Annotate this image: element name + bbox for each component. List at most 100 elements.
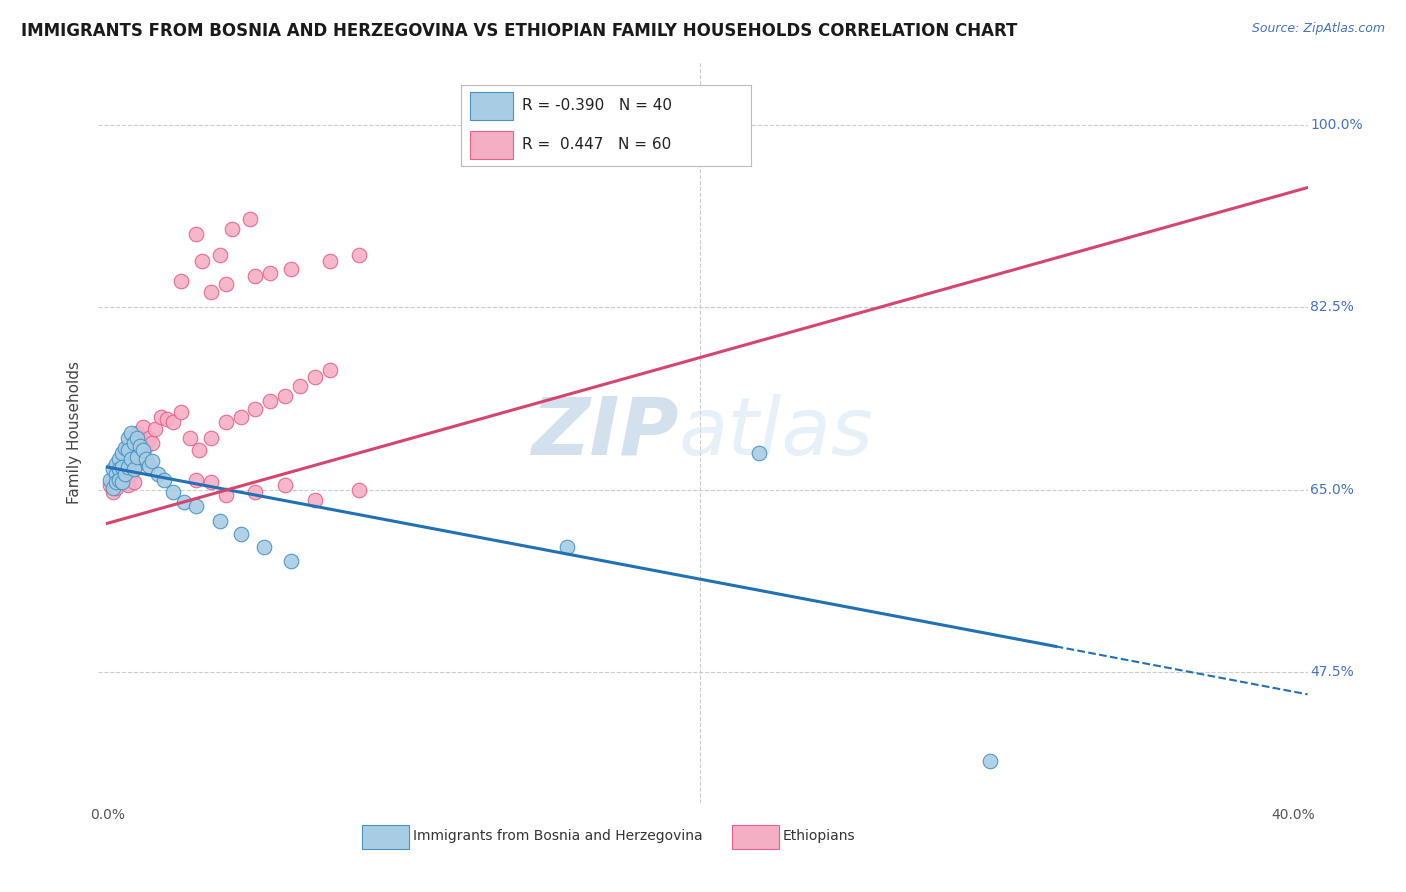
Point xyxy=(186,473,208,487)
Point xyxy=(143,422,166,436)
Point xyxy=(304,370,326,384)
Point xyxy=(114,467,136,482)
Point xyxy=(120,451,142,466)
Point xyxy=(274,389,297,403)
Point xyxy=(129,439,152,453)
Text: atlas: atlas xyxy=(679,393,873,472)
Point xyxy=(200,431,222,445)
Point xyxy=(347,248,370,262)
Point xyxy=(111,470,134,484)
Point xyxy=(141,454,163,468)
Point xyxy=(105,467,128,482)
Text: 100.0%: 100.0% xyxy=(1310,118,1362,132)
Point xyxy=(138,458,160,473)
Point xyxy=(111,451,134,466)
Point xyxy=(129,431,152,445)
Point xyxy=(111,460,134,475)
Point xyxy=(221,222,243,236)
Point xyxy=(105,464,128,478)
Point xyxy=(170,274,193,288)
Point xyxy=(135,451,157,466)
Text: 47.5%: 47.5% xyxy=(1310,665,1354,680)
Point xyxy=(108,475,131,489)
Point xyxy=(103,462,125,476)
Point xyxy=(347,483,370,497)
Point xyxy=(117,477,139,491)
Point xyxy=(125,425,148,440)
Point xyxy=(108,451,131,466)
Point xyxy=(979,754,1001,768)
Point xyxy=(98,477,121,491)
Point xyxy=(215,415,238,429)
Point xyxy=(111,475,134,489)
Text: IMMIGRANTS FROM BOSNIA AND HERZEGOVINA VS ETHIOPIAN FAMILY HOUSEHOLDS CORRELATIO: IMMIGRANTS FROM BOSNIA AND HERZEGOVINA V… xyxy=(21,22,1018,40)
Point xyxy=(186,227,208,242)
Text: 65.0%: 65.0% xyxy=(1310,483,1354,497)
Point xyxy=(103,481,125,495)
Y-axis label: Family Households: Family Households xyxy=(67,361,83,504)
Point xyxy=(155,412,177,426)
Point xyxy=(179,431,201,445)
Point xyxy=(149,409,172,424)
Point xyxy=(122,475,145,489)
Point xyxy=(122,436,145,450)
Point xyxy=(215,488,238,502)
Point xyxy=(208,514,231,528)
Point xyxy=(111,446,134,460)
Point xyxy=(117,431,139,445)
Point xyxy=(259,266,281,280)
Point xyxy=(173,495,195,509)
Point xyxy=(229,409,252,424)
Point xyxy=(200,285,222,299)
Point xyxy=(208,248,231,262)
Point xyxy=(117,460,139,475)
Point xyxy=(103,485,125,500)
Point xyxy=(229,526,252,541)
Point xyxy=(114,446,136,460)
Point xyxy=(125,457,148,471)
Point xyxy=(170,405,193,419)
Text: ZIP: ZIP xyxy=(531,393,679,472)
Point xyxy=(132,420,155,434)
Point xyxy=(114,442,136,456)
Point xyxy=(117,439,139,453)
Point xyxy=(108,460,131,475)
Point xyxy=(162,485,184,500)
Point xyxy=(141,436,163,450)
Point xyxy=(253,541,276,555)
Point xyxy=(122,462,145,476)
Point xyxy=(280,261,302,276)
Point xyxy=(191,253,214,268)
Point xyxy=(108,462,131,476)
Point xyxy=(103,473,125,487)
Point xyxy=(108,473,131,487)
Point xyxy=(125,431,148,445)
Point xyxy=(245,269,267,284)
Point xyxy=(288,378,311,392)
Point xyxy=(146,467,169,482)
Point xyxy=(259,394,281,409)
Point xyxy=(280,554,302,568)
Point xyxy=(105,457,128,471)
Text: Source: ZipAtlas.com: Source: ZipAtlas.com xyxy=(1251,22,1385,36)
Point xyxy=(245,485,267,500)
Point xyxy=(114,467,136,482)
Point xyxy=(188,443,211,458)
Point xyxy=(122,436,145,450)
Point xyxy=(120,425,142,440)
Point xyxy=(239,211,262,226)
Point xyxy=(162,415,184,429)
Point xyxy=(215,277,238,291)
Point xyxy=(152,473,174,487)
Point xyxy=(748,446,770,460)
Point xyxy=(125,450,148,464)
Text: 82.5%: 82.5% xyxy=(1310,301,1354,315)
Point xyxy=(245,401,267,416)
Point xyxy=(98,473,121,487)
Point xyxy=(120,467,142,482)
Point xyxy=(138,431,160,445)
Point xyxy=(555,541,578,555)
Point xyxy=(132,443,155,458)
Point xyxy=(274,477,297,491)
Point xyxy=(200,475,222,489)
